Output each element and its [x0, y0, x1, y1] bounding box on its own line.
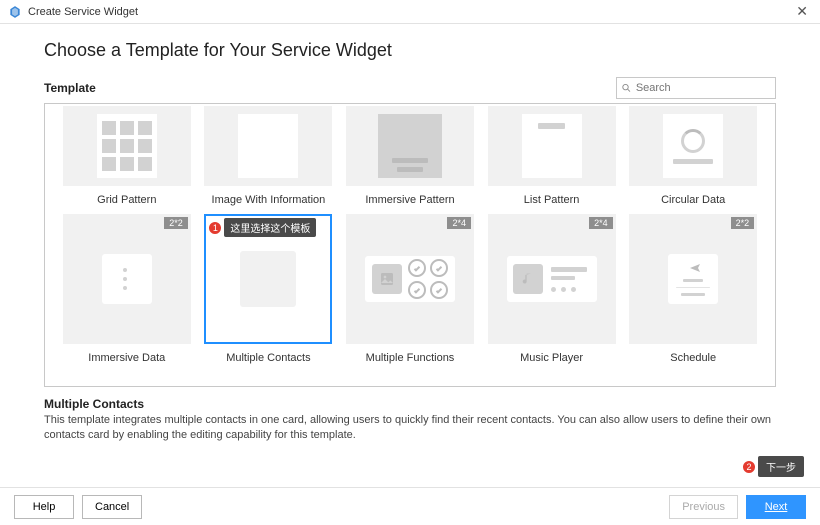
- template-immersive-data[interactable]: 2*2 Immersive Data: [59, 214, 195, 364]
- titlebar: Create Service Widget ✕: [0, 0, 820, 24]
- annotation-2-num: 2: [742, 460, 756, 474]
- dialog-footer: Help Cancel Previous Next: [0, 487, 820, 525]
- music-note-icon: [520, 271, 536, 287]
- plane-icon: [689, 262, 701, 274]
- annotation-2: 2 下一步: [742, 456, 804, 477]
- desc-title: Multiple Contacts: [44, 397, 776, 411]
- template-label-immersive: Immersive Pattern: [365, 194, 454, 206]
- annotation-2-tip: 下一步: [758, 456, 804, 477]
- cancel-button[interactable]: Cancel: [82, 495, 142, 519]
- template-label-circular: Circular Data: [661, 194, 725, 206]
- annotation-1: 1 这里选择这个模板: [208, 218, 316, 237]
- template-label-list: List Pattern: [524, 194, 580, 206]
- next-button-label: Next: [765, 501, 788, 513]
- size-badge: 2*4: [447, 217, 471, 229]
- previous-button: Previous: [669, 495, 738, 519]
- size-badge: 2*2: [731, 217, 755, 229]
- template-image-info[interactable]: Image With Information: [201, 110, 337, 206]
- template-immersive-pattern[interactable]: Immersive Pattern: [342, 110, 478, 206]
- desc-text: This template integrates multiple contac…: [44, 413, 776, 443]
- image-icon: [379, 271, 395, 287]
- help-button[interactable]: Help: [14, 495, 74, 519]
- template-list-pattern[interactable]: List Pattern: [484, 110, 620, 206]
- template-label-contacts: Multiple Contacts: [226, 352, 310, 364]
- close-icon[interactable]: ✕: [792, 3, 812, 20]
- template-label-grid: Grid Pattern: [97, 194, 156, 206]
- template-circular-data[interactable]: Circular Data: [625, 110, 761, 206]
- template-label-music: Music Player: [520, 352, 583, 364]
- annotation-1-tip: 这里选择这个模板: [224, 218, 316, 237]
- template-multiple-contacts[interactable]: 1 这里选择这个模板 Multiple Contacts: [201, 214, 337, 364]
- page-heading: Choose a Template for Your Service Widge…: [44, 40, 776, 61]
- app-logo-icon: [8, 5, 22, 19]
- size-badge: 2*2: [164, 217, 188, 229]
- template-grid-pattern[interactable]: Grid Pattern: [59, 110, 195, 206]
- template-schedule[interactable]: 2*2 Schedule: [625, 214, 761, 364]
- search-input[interactable]: [636, 82, 771, 94]
- template-grid: Grid Pattern Image With Information: [44, 103, 776, 387]
- next-button[interactable]: Next: [746, 495, 806, 519]
- template-label-immdata: Immersive Data: [88, 352, 165, 364]
- search-input-wrap[interactable]: [616, 77, 776, 99]
- template-label-schedule: Schedule: [670, 352, 716, 364]
- search-icon: [621, 82, 632, 94]
- annotation-1-num: 1: [208, 221, 222, 235]
- window-title: Create Service Widget: [28, 6, 792, 18]
- template-description: Multiple Contacts This template integrat…: [44, 397, 776, 443]
- template-multiple-functions[interactable]: 2*4 Multiple Functions: [342, 214, 478, 364]
- template-label-functions: Multiple Functions: [366, 352, 455, 364]
- template-label: Template: [44, 81, 96, 95]
- template-label-imageinfo: Image With Information: [212, 194, 326, 206]
- template-music-player[interactable]: 2*4: [484, 214, 620, 364]
- dialog-body: Choose a Template for Your Service Widge…: [0, 24, 820, 443]
- size-badge: 2*4: [589, 217, 613, 229]
